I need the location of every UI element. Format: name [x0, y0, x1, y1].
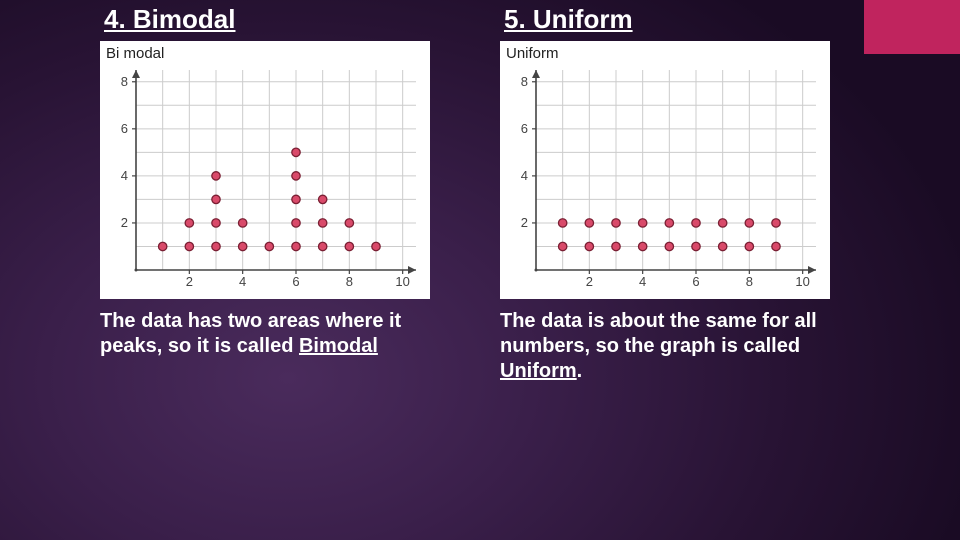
uniform-dotplot: 2 4 6 8 10 2 4 6 8 [506, 64, 824, 294]
svg-text:8: 8 [746, 274, 753, 289]
svg-text:10: 10 [795, 274, 809, 289]
svg-text:6: 6 [692, 274, 699, 289]
left-column: 4. Bimodal Bi modal 2 4 6 8 10 2 4 6 8 The data … [100, 4, 480, 359]
right-column: 5. Uniform Uniform 2 4 6 8 10 2 4 6 8 The data i… [500, 4, 880, 384]
svg-text:6: 6 [292, 274, 299, 289]
svg-text:8: 8 [121, 74, 128, 89]
bimodal-chart-container: Bi modal 2 4 6 8 10 2 4 6 8 [100, 41, 430, 299]
bimodal-description: The data has two areas where it peaks, s… [100, 309, 460, 359]
svg-text:8: 8 [521, 74, 528, 89]
uniform-desc-text: The data is about the same for all numbe… [500, 310, 817, 357]
uniform-chart-title: Uniform [506, 45, 824, 62]
uniform-description: The data is about the same for all numbe… [500, 309, 860, 384]
svg-text:8: 8 [346, 274, 353, 289]
svg-text:10: 10 [395, 274, 409, 289]
uniform-desc-tail: . [577, 360, 583, 382]
bimodal-chart-title: Bi modal [106, 45, 424, 62]
bimodal-desc-underline: Bimodal [299, 335, 378, 357]
uniform-desc-underline: Uniform [500, 360, 577, 382]
bimodal-dotplot: 2 4 6 8 10 2 4 6 8 [106, 64, 424, 294]
svg-text:4: 4 [639, 274, 646, 289]
svg-text:4: 4 [239, 274, 246, 289]
svg-text:2: 2 [586, 274, 593, 289]
svg-text:6: 6 [521, 121, 528, 136]
svg-text:6: 6 [121, 121, 128, 136]
heading-uniform: 5. Uniform [500, 4, 880, 35]
svg-text:4: 4 [521, 168, 528, 183]
uniform-chart-container: Uniform 2 4 6 8 10 2 4 6 8 [500, 41, 830, 299]
svg-text:2: 2 [121, 215, 128, 230]
heading-bimodal: 4. Bimodal [100, 4, 480, 35]
svg-text:2: 2 [521, 215, 528, 230]
svg-text:4: 4 [121, 168, 128, 183]
svg-text:2: 2 [186, 274, 193, 289]
